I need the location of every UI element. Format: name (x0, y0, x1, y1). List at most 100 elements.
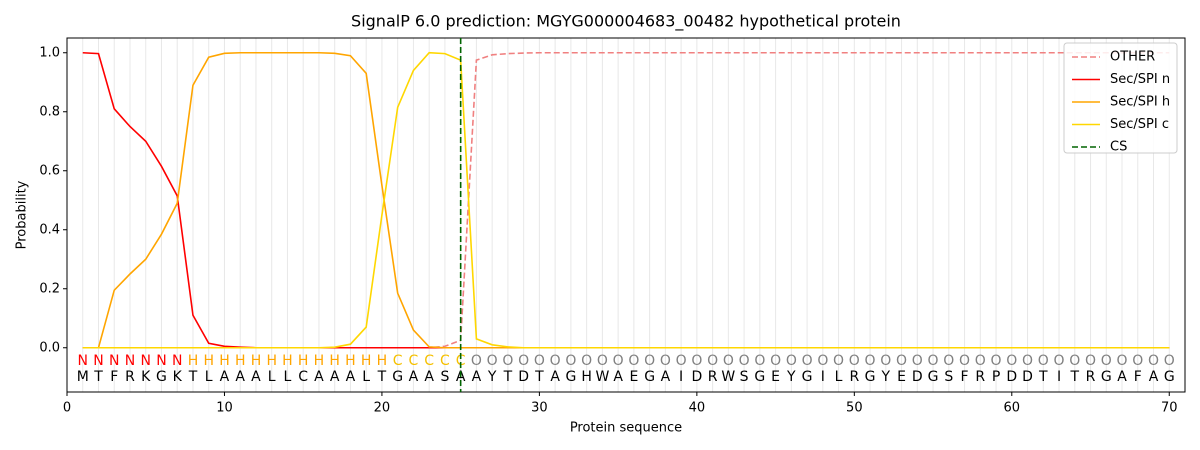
residue: F (1134, 369, 1142, 385)
residue: G (1101, 369, 1112, 385)
residue-label: H (203, 353, 214, 369)
residue: G (156, 369, 167, 385)
residue-label: O (581, 353, 592, 369)
residue-label: O (644, 353, 655, 369)
residue-label: O (928, 353, 939, 369)
residue: W (595, 369, 609, 385)
residue: A (235, 369, 245, 385)
residue-label: N (172, 353, 182, 369)
residue-label: O (1022, 353, 1033, 369)
residue: K (173, 369, 183, 385)
residue-label: O (1132, 353, 1143, 369)
residue: A (409, 369, 419, 385)
residue: A (330, 369, 340, 385)
residue: G (1164, 369, 1175, 385)
y-tick-label: 0.4 (39, 222, 60, 237)
residue-label: H (188, 353, 199, 369)
residue-label: H (282, 353, 293, 369)
residue: T (1038, 369, 1048, 385)
residue: S (944, 369, 953, 385)
residue: T (534, 369, 544, 385)
residue-label: O (1101, 353, 1112, 369)
residue: A (472, 369, 482, 385)
residue: E (629, 369, 638, 385)
residue: L (835, 369, 843, 385)
y-tick-label: 0.2 (39, 281, 60, 296)
residue-label: O (786, 353, 797, 369)
legend-label: Sec/SPI n (1110, 72, 1170, 87)
residue-label: O (565, 353, 576, 369)
residue-label: O (550, 353, 561, 369)
residue-label: O (802, 353, 813, 369)
residue: E (771, 369, 780, 385)
residue: I (679, 369, 683, 385)
legend-box (1063, 42, 1178, 154)
residue-label: O (943, 353, 954, 369)
residue: M (77, 369, 89, 385)
residue-label: O (1038, 353, 1049, 369)
residue: A (1149, 369, 1159, 385)
residue: G (802, 369, 813, 385)
residue: G (865, 369, 876, 385)
residue-label: H (298, 353, 309, 369)
residue: T (188, 369, 198, 385)
series-line (82, 51, 1170, 349)
residue: G (928, 369, 939, 385)
residue: L (268, 369, 276, 385)
x-tick-label: 40 (689, 401, 706, 416)
residue: Y (881, 369, 891, 385)
residue-label: O (817, 353, 828, 369)
residue-label: C (456, 353, 466, 369)
residue: Y (487, 369, 497, 385)
residue-label: O (1085, 353, 1096, 369)
residue: R (125, 369, 135, 385)
residue-label: N (156, 353, 166, 369)
residue-label: C (440, 353, 450, 369)
residue: R (849, 369, 859, 385)
residue: D (1022, 369, 1033, 385)
residue-label: H (251, 353, 262, 369)
residue-label: O (487, 353, 498, 369)
residue-label: O (1148, 353, 1159, 369)
x-tick-label: 0 (63, 401, 71, 416)
residue-label: O (471, 353, 482, 369)
residue-label: O (518, 353, 529, 369)
y-tick-label: 0.8 (39, 104, 60, 119)
residue-label: N (109, 353, 119, 369)
residue-label: C (393, 353, 403, 369)
residue-label: O (676, 353, 687, 369)
residue: F (110, 369, 118, 385)
residue-label: O (865, 353, 876, 369)
x-tick-label: 30 (531, 401, 548, 416)
residue: C (298, 369, 308, 385)
residue-label: H (345, 353, 356, 369)
residue-label: O (707, 353, 718, 369)
x-tick-label: 20 (374, 401, 391, 416)
residue-label: O (613, 353, 624, 369)
residue: A (314, 369, 324, 385)
residue: A (613, 369, 623, 385)
residue: L (205, 369, 213, 385)
residue-label: O (1164, 353, 1175, 369)
residue: Y (786, 369, 796, 385)
residue-label: H (377, 353, 388, 369)
residue-label: O (597, 353, 608, 369)
y-tick-label: 1.0 (39, 45, 60, 60)
residue-label: N (93, 353, 103, 369)
residue: H (581, 369, 592, 385)
residue: T (1069, 369, 1079, 385)
residue-label: O (1116, 353, 1127, 369)
residue-label: O (739, 353, 750, 369)
residue-label: N (140, 353, 150, 369)
x-tick-label: 60 (1004, 401, 1021, 416)
residue-label: O (991, 353, 1002, 369)
residue: G (392, 369, 403, 385)
residue: A (251, 369, 261, 385)
residue-label: O (534, 353, 545, 369)
x-tick-label: 50 (846, 401, 863, 416)
y-axis-label: Probability (15, 180, 30, 249)
residue-label: H (361, 353, 372, 369)
x-tick-label: 10 (216, 401, 233, 416)
residue: S (740, 369, 749, 385)
